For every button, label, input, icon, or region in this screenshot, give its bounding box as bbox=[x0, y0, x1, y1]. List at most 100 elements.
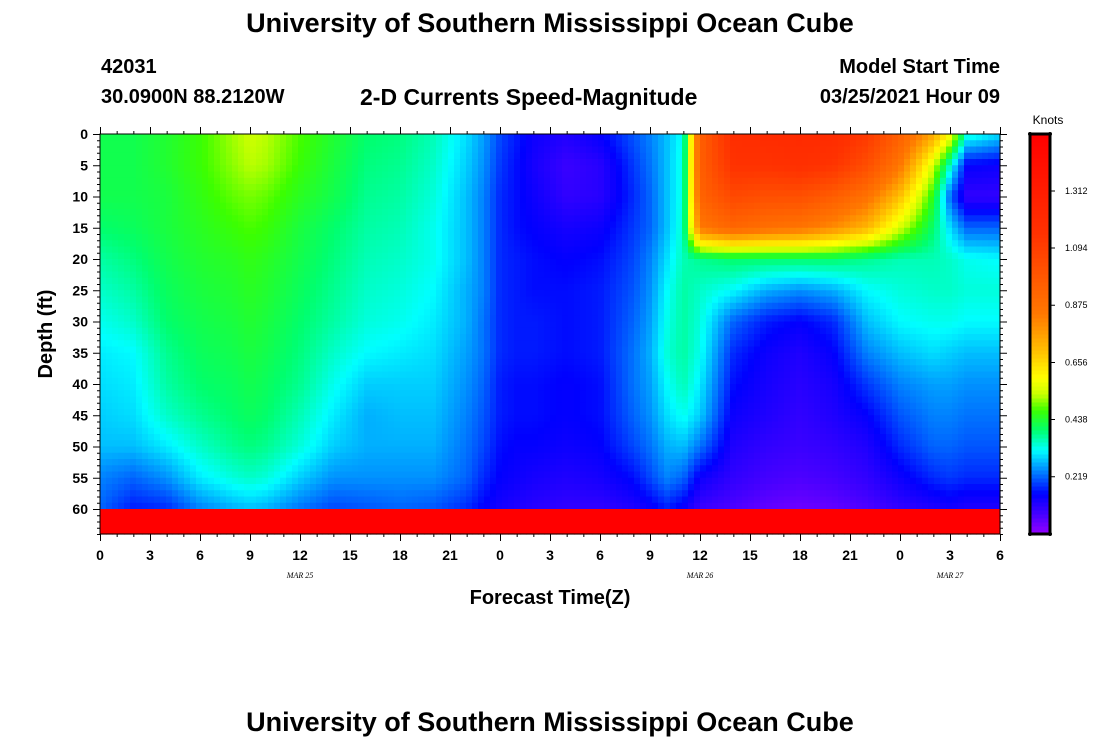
heatmap-cell bbox=[400, 521, 407, 529]
heatmap-cell bbox=[418, 152, 425, 160]
heatmap-cell bbox=[454, 196, 461, 204]
heatmap-cell bbox=[454, 140, 461, 148]
heatmap-cell bbox=[376, 440, 383, 448]
heatmap-cell bbox=[562, 415, 569, 423]
heatmap-cell bbox=[100, 452, 107, 460]
heatmap-cell bbox=[418, 402, 425, 410]
heatmap-cell bbox=[526, 302, 533, 310]
heatmap-cell bbox=[478, 521, 485, 529]
heatmap-cell bbox=[388, 284, 395, 291]
heatmap-cell bbox=[448, 271, 455, 279]
heatmap-cell bbox=[412, 284, 419, 291]
heatmap-cell bbox=[556, 415, 563, 423]
heatmap-cell bbox=[118, 509, 125, 516]
heatmap-cell bbox=[286, 521, 293, 529]
heatmap-cell bbox=[436, 496, 443, 504]
heatmap-cell bbox=[502, 296, 509, 304]
heatmap-cell bbox=[382, 496, 389, 504]
heatmap-cell bbox=[400, 309, 407, 316]
heatmap-cell bbox=[262, 234, 269, 241]
heatmap-cell bbox=[154, 440, 161, 448]
heatmap-cell bbox=[160, 134, 167, 141]
heatmap-cell bbox=[430, 434, 437, 441]
heatmap-cell bbox=[454, 184, 461, 191]
heatmap-cell bbox=[496, 365, 503, 373]
heatmap-cell bbox=[244, 377, 251, 385]
heatmap-cell bbox=[406, 152, 413, 160]
heatmap-cell bbox=[370, 346, 377, 354]
heatmap-cell bbox=[232, 402, 239, 410]
heatmap-cell bbox=[130, 227, 137, 235]
heatmap-cell bbox=[190, 165, 197, 173]
heatmap-cell bbox=[400, 471, 407, 479]
heatmap-cell bbox=[202, 515, 209, 523]
heatmap-cell bbox=[310, 465, 317, 473]
heatmap-cell bbox=[370, 290, 377, 298]
heatmap-cell bbox=[472, 159, 479, 166]
heatmap-cell bbox=[316, 427, 323, 435]
heatmap-cell bbox=[352, 502, 359, 510]
heatmap-cell bbox=[136, 227, 143, 235]
heatmap-cell bbox=[532, 459, 539, 466]
heatmap-cell bbox=[448, 434, 455, 441]
heatmap-cell bbox=[376, 234, 383, 241]
heatmap-cell bbox=[298, 465, 305, 473]
heatmap-cell bbox=[550, 502, 557, 510]
heatmap-cell bbox=[460, 152, 467, 160]
heatmap-cell bbox=[394, 402, 401, 410]
heatmap-cell bbox=[280, 202, 287, 210]
heatmap-cell bbox=[358, 227, 365, 235]
heatmap-cell bbox=[550, 384, 557, 391]
heatmap-cell bbox=[220, 177, 227, 185]
heatmap-cell bbox=[166, 259, 173, 266]
heatmap-cell bbox=[238, 315, 245, 323]
heatmap-cell bbox=[148, 146, 155, 154]
heatmap-cell bbox=[496, 140, 503, 148]
heatmap-cell bbox=[436, 459, 443, 466]
heatmap-cell bbox=[418, 327, 425, 335]
heatmap-cell bbox=[280, 184, 287, 191]
heatmap-cell bbox=[484, 459, 491, 466]
heatmap-cell bbox=[364, 477, 371, 485]
heatmap-cell bbox=[124, 146, 131, 154]
heatmap-cell bbox=[544, 190, 551, 198]
heatmap-cell bbox=[334, 146, 341, 154]
heatmap-cell bbox=[280, 359, 287, 366]
heatmap-cell bbox=[316, 346, 323, 354]
heatmap-cell bbox=[424, 409, 431, 416]
heatmap-cell bbox=[424, 190, 431, 198]
heatmap-cell bbox=[340, 440, 347, 448]
heatmap-cell bbox=[286, 334, 293, 341]
heatmap-cell bbox=[358, 490, 365, 498]
heatmap-cell bbox=[460, 377, 467, 385]
heatmap-cell bbox=[202, 446, 209, 454]
heatmap-cell bbox=[364, 315, 371, 323]
heatmap-cell bbox=[478, 396, 485, 404]
heatmap-cell bbox=[538, 227, 545, 235]
heatmap-cell bbox=[136, 284, 143, 291]
heatmap-cell bbox=[292, 415, 299, 423]
heatmap-cell bbox=[562, 402, 569, 410]
heatmap-cell bbox=[130, 277, 137, 285]
heatmap-cell bbox=[130, 490, 137, 498]
heatmap-cell bbox=[286, 515, 293, 523]
heatmap-cell bbox=[490, 384, 497, 391]
heatmap-cell bbox=[514, 421, 521, 429]
heatmap-cell bbox=[328, 434, 335, 441]
heatmap-cell bbox=[334, 446, 341, 454]
heatmap-cell bbox=[394, 190, 401, 198]
heatmap-cell bbox=[346, 252, 353, 260]
heatmap-cell bbox=[190, 234, 197, 241]
heatmap-cell bbox=[472, 202, 479, 210]
heatmap-cell bbox=[346, 265, 353, 273]
heatmap-cell bbox=[232, 415, 239, 423]
heatmap-cell bbox=[214, 377, 221, 385]
heatmap-cell bbox=[178, 227, 185, 235]
heatmap-cell bbox=[196, 327, 203, 335]
heatmap-cell bbox=[286, 221, 293, 229]
heatmap-cell bbox=[406, 265, 413, 273]
heatmap-cell bbox=[262, 196, 269, 204]
heatmap-cell bbox=[358, 209, 365, 216]
heatmap-cell bbox=[166, 321, 173, 329]
heatmap-cell bbox=[106, 427, 113, 435]
